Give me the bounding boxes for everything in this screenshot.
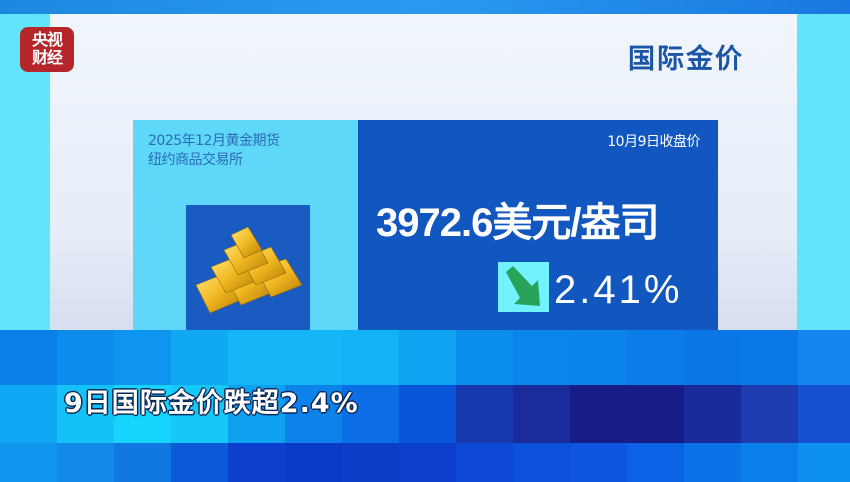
mosaic-tile [456, 385, 514, 443]
logo-line1: 央视 [31, 30, 63, 49]
mosaic-tile [570, 330, 628, 385]
mosaic-tile [798, 443, 850, 482]
mosaic-tile [684, 443, 742, 482]
mosaic-tile [171, 385, 229, 443]
channel-logo: 央视 财经 [20, 27, 74, 72]
mosaic-tile [399, 385, 457, 443]
mosaic-tile [285, 385, 343, 443]
news-caption: 9日国际金价跌超2.4% [64, 388, 359, 419]
mosaic-tile [456, 443, 514, 482]
mosaic-tile [114, 330, 172, 385]
date-label: 10月9日收盘价 [607, 134, 700, 150]
mosaic-tile [513, 385, 571, 443]
arrow-down-right-icon [506, 266, 540, 306]
mosaic-tile [57, 443, 115, 482]
mosaic-tile [0, 385, 58, 443]
page-title: 国际金价 [628, 44, 744, 75]
mosaic-tile [114, 443, 172, 482]
mosaic-tile [513, 443, 571, 482]
logo-line2: 财经 [31, 48, 63, 67]
mosaic-tile [342, 330, 400, 385]
mosaic-tile [684, 330, 742, 385]
mosaic-tile [171, 330, 229, 385]
contract-label: 2025年12月黄金期货 [148, 133, 280, 149]
mosaic-tile [0, 330, 58, 385]
mosaic-tile [342, 385, 400, 443]
mosaic-tile [342, 443, 400, 482]
mosaic-tile [114, 385, 172, 443]
mosaic-tile [741, 330, 799, 385]
change-indicator [498, 262, 549, 312]
change-percent: 2.41% [554, 268, 683, 312]
price-value: 3972.6美元/盎司 [376, 201, 659, 245]
exchange-label: 纽约商品交易所 [148, 152, 243, 168]
mosaic-tile [399, 330, 457, 385]
mosaic-tile [741, 443, 799, 482]
mosaic-tile [228, 443, 286, 482]
mosaic-tile [171, 443, 229, 482]
mosaic-tile [627, 330, 685, 385]
mosaic-tile [57, 330, 115, 385]
caption-band-background [0, 330, 850, 482]
mosaic-tile [285, 330, 343, 385]
mosaic-tile [627, 443, 685, 482]
mosaic-tile [570, 385, 628, 443]
mosaic-tile [513, 330, 571, 385]
mosaic-tile [57, 385, 115, 443]
mosaic-tile [228, 330, 286, 385]
mosaic-tile [627, 385, 685, 443]
mosaic-tile [798, 330, 850, 385]
mosaic-tile [798, 385, 850, 443]
gold-bars-icon [195, 226, 303, 314]
mosaic-tile [456, 330, 514, 385]
mosaic-tile [0, 443, 58, 482]
mosaic-tile [741, 385, 799, 443]
gold-image-box [186, 205, 310, 330]
mosaic-tile [228, 385, 286, 443]
mosaic-tile [285, 443, 343, 482]
top-strip [0, 0, 850, 14]
mosaic-tile [399, 443, 457, 482]
mosaic-tile [570, 443, 628, 482]
mosaic-tile [684, 385, 742, 443]
